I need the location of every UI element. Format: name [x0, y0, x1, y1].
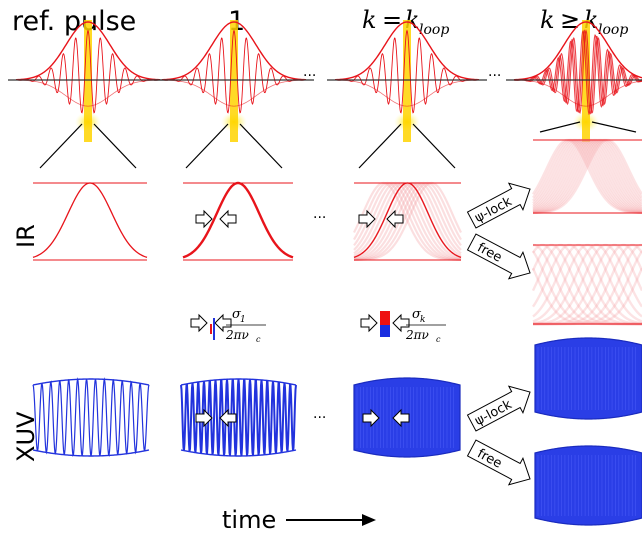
ir-arrows-kloop [358, 209, 404, 229]
xuv-panel-iteration-1 [180, 378, 297, 457]
ir-panel-iteration-1 [182, 181, 294, 261]
pulse-ref [8, 20, 168, 169]
xuv-panel-kloop [353, 377, 461, 458]
arrow-xuv-psi-lock: ψ-lock [466, 385, 531, 432]
svg-text:2πν: 2πν [225, 328, 249, 342]
arrow-xuv-free: free [466, 439, 531, 486]
svg-text:k: k [540, 6, 555, 34]
sigma-formula-k: σ k 2πν c [360, 307, 446, 344]
svg-text:c: c [436, 335, 441, 344]
svg-text:2πν: 2πν [405, 328, 429, 342]
ellipsis-xuv: ··· [313, 410, 326, 426]
sigma-arrows-k [360, 313, 410, 333]
svg-text:loop: loop [419, 22, 449, 38]
arrow-ir-psi-lock: ψ-lock [466, 182, 531, 229]
header-k-equals-kloop: k = k loop [362, 6, 449, 38]
svg-text:≥: ≥ [560, 6, 580, 34]
svg-text:σ: σ [412, 307, 422, 322]
pulse-iteration-1 [154, 20, 314, 169]
ir-row [32, 138, 642, 326]
ellipsis-top-2: ··· [488, 68, 501, 84]
pulse-k-geq-kloop [506, 20, 642, 142]
arrow-ir-free: free [466, 233, 531, 280]
svg-text:σ: σ [232, 307, 242, 322]
pulse-k-equals-kloop [327, 20, 487, 169]
svg-text:loop: loop [598, 22, 628, 38]
sigma-arrows-1 [190, 313, 232, 333]
sigma-formula-1: σ 1 2πν c [190, 307, 266, 344]
svg-text:c: c [256, 335, 261, 344]
row-label-ir: IR [12, 224, 40, 248]
ir-arrows-iteration-1 [195, 209, 237, 229]
ellipsis-ir: ··· [313, 210, 326, 226]
time-arrow [286, 514, 376, 526]
xuv-arrows-iteration-1 [195, 408, 237, 428]
ellipsis-top-1: ··· [303, 68, 316, 84]
svg-text:=: = [382, 6, 402, 34]
svg-text:k: k [420, 315, 425, 325]
ir-panel-ref [32, 182, 148, 261]
ir-panel-free [531, 243, 642, 326]
svg-text:k: k [362, 6, 377, 34]
xuv-panel-psi-lock [534, 337, 642, 420]
xuv-row [32, 337, 642, 526]
top-pulses [8, 20, 642, 169]
time-label: time [222, 506, 276, 534]
xuv-panel-free [534, 445, 642, 526]
ir-panel-kloop [353, 181, 462, 262]
ir-panel-psi-lock [531, 138, 642, 215]
xuv-arrows-kloop [362, 408, 410, 428]
svg-text:1: 1 [240, 315, 246, 325]
xuv-panel-ref [32, 377, 150, 458]
